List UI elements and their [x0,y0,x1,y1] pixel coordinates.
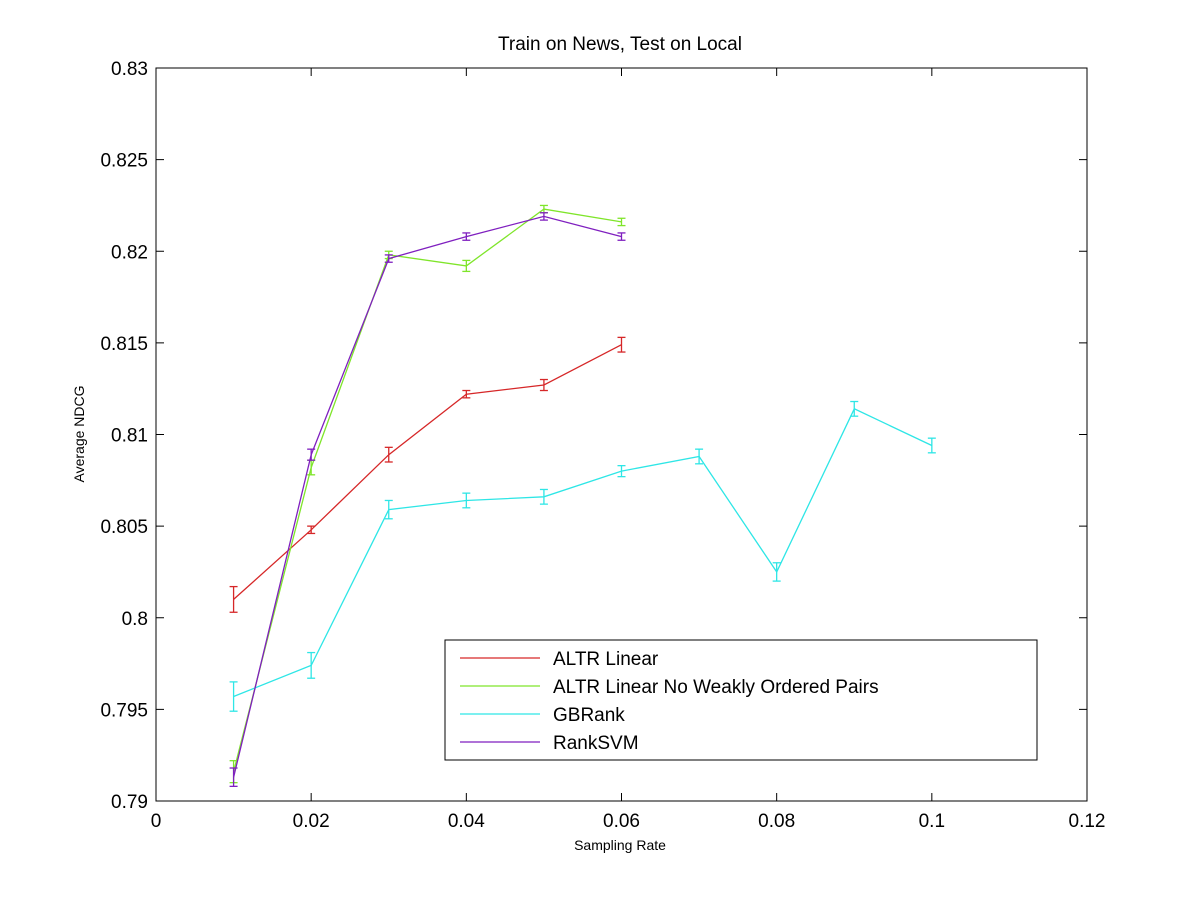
chart-title: Train on News, Test on Local [498,34,742,55]
series-2 [229,400,936,712]
x-axis: 0 0.02 0.04 0.06 0.08 0.1 0.12 [151,68,1106,832]
series-layer [229,204,936,787]
x-tick-label: 0 [151,811,162,832]
y-tick-label: 0.825 [100,151,148,172]
y-tick-label: 0.83 [111,59,148,80]
series-0 [229,336,626,613]
legend-box [444,639,1038,761]
x-tick-label: 0.1 [919,811,945,832]
series-line [232,215,622,778]
legend: ALTR Linear ALTR Linear No Weakly Ordered… [444,639,1038,761]
x-tick-label: 0.04 [448,811,485,832]
x-tick-label: 0.12 [1069,811,1106,832]
y-tick-label: 0.815 [100,334,148,355]
y-tick-label: 0.82 [111,242,148,263]
y-tick-label: 0.795 [100,700,148,721]
legend-label: GBRank [553,705,625,726]
series-line [232,208,622,772]
y-axis-label: Average NDCG [71,385,87,482]
x-tick-label: 0.08 [758,811,795,832]
y-tick-label: 0.8 [122,609,148,630]
y-tick-label: 0.81 [111,426,148,447]
y-tick-label: 0.805 [100,517,148,538]
y-tick-label: 0.79 [111,792,148,813]
legend-label: ALTR Linear No Weakly Ordered Pairs [553,677,879,698]
y-axis: 0.79 0.795 0.8 0.805 0.81 0.815 0.82 0.825 0.83 [100,59,1087,813]
legend-label: RankSVM [553,733,639,754]
series-line [233,344,622,600]
x-tick-label: 0.02 [293,811,330,832]
series-line [233,407,933,698]
x-axis-label: Sampling Rate [574,837,666,853]
legend-label: ALTR Linear [553,649,659,670]
x-tick-label: 0.06 [603,811,640,832]
series-3 [229,212,626,787]
